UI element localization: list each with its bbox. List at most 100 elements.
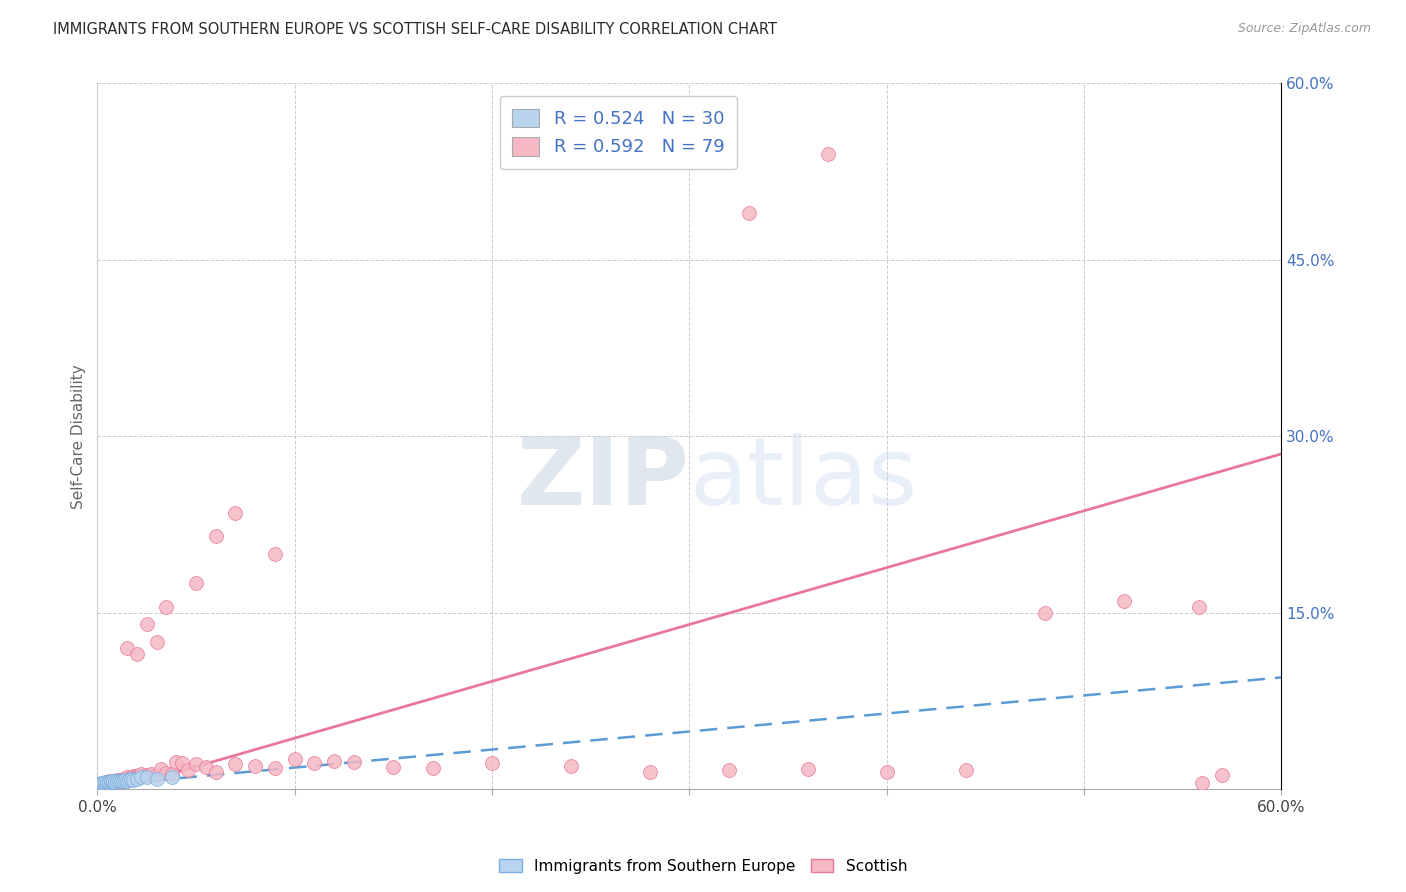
Point xyxy=(115,640,138,655)
Point xyxy=(204,529,226,543)
Point xyxy=(876,764,898,779)
Point xyxy=(101,773,124,788)
Point xyxy=(101,775,124,789)
Text: Source: ZipAtlas.com: Source: ZipAtlas.com xyxy=(1237,22,1371,36)
Point xyxy=(111,772,134,786)
Point xyxy=(194,760,217,774)
Point xyxy=(155,765,177,780)
Point xyxy=(129,771,152,785)
Point xyxy=(184,757,207,772)
Point xyxy=(323,754,346,768)
Point xyxy=(125,772,148,786)
Text: IMMIGRANTS FROM SOUTHERN EUROPE VS SCOTTISH SELF-CARE DISABILITY CORRELATION CHA: IMMIGRANTS FROM SOUTHERN EUROPE VS SCOTT… xyxy=(53,22,778,37)
Point xyxy=(91,776,114,790)
Point xyxy=(122,769,145,783)
Point xyxy=(105,775,128,789)
Point xyxy=(481,756,503,771)
Point xyxy=(382,760,405,774)
Point xyxy=(955,764,977,778)
Point xyxy=(184,576,207,591)
Point xyxy=(204,764,226,779)
Point xyxy=(90,779,112,793)
Point xyxy=(96,775,118,789)
Point xyxy=(104,773,127,788)
Point xyxy=(96,777,118,791)
Point xyxy=(91,777,114,791)
Point xyxy=(94,775,117,789)
Point xyxy=(560,758,582,772)
Point xyxy=(89,779,111,793)
Point xyxy=(118,772,141,786)
Point xyxy=(304,756,326,771)
Point xyxy=(149,762,172,776)
Point xyxy=(100,775,122,789)
Point xyxy=(145,635,167,649)
Point xyxy=(104,775,127,789)
Point xyxy=(155,599,177,614)
Point xyxy=(114,772,136,787)
Point xyxy=(90,777,112,791)
Point xyxy=(172,756,194,771)
Point xyxy=(245,758,267,772)
Text: atlas: atlas xyxy=(689,433,918,524)
Point xyxy=(638,764,661,779)
Legend: Immigrants from Southern Europe, Scottish: Immigrants from Southern Europe, Scottis… xyxy=(492,853,914,880)
Point xyxy=(96,776,118,790)
Point xyxy=(135,768,157,782)
Point xyxy=(115,773,138,788)
Point xyxy=(100,775,122,789)
Point xyxy=(101,776,124,790)
Point xyxy=(90,776,112,790)
Point xyxy=(96,779,118,793)
Point xyxy=(98,773,121,788)
Point xyxy=(125,647,148,661)
Point xyxy=(94,777,117,791)
Point xyxy=(165,755,187,769)
Point xyxy=(108,773,131,788)
Point xyxy=(98,776,121,790)
Point xyxy=(343,755,366,769)
Point xyxy=(96,775,118,789)
Point xyxy=(110,773,132,788)
Text: ZIP: ZIP xyxy=(516,433,689,524)
Point xyxy=(284,751,307,765)
Point xyxy=(422,761,444,775)
Point xyxy=(100,773,122,788)
Point xyxy=(1112,594,1135,608)
Point xyxy=(91,777,114,791)
Point xyxy=(135,771,157,785)
Point xyxy=(129,767,152,781)
Point xyxy=(108,773,131,788)
Point xyxy=(139,767,162,781)
Point xyxy=(797,762,820,776)
Point xyxy=(114,772,136,787)
Point xyxy=(100,776,122,790)
Point xyxy=(264,547,287,561)
Point xyxy=(817,147,839,161)
Point xyxy=(120,771,142,785)
Point xyxy=(737,206,759,220)
Point xyxy=(89,777,111,791)
Point xyxy=(145,772,167,786)
Point xyxy=(98,775,121,789)
Point xyxy=(105,773,128,788)
Point xyxy=(111,773,134,788)
Point xyxy=(94,777,117,791)
Point xyxy=(177,764,200,778)
Point xyxy=(94,776,117,790)
Point xyxy=(1187,599,1209,614)
Point xyxy=(145,768,167,782)
Point xyxy=(115,771,138,785)
Point xyxy=(90,780,112,794)
Point xyxy=(1191,776,1213,790)
Point xyxy=(120,772,142,786)
Point xyxy=(717,764,740,778)
Point xyxy=(1211,768,1233,782)
Point xyxy=(98,776,121,790)
Point xyxy=(104,775,127,789)
Point xyxy=(94,779,117,793)
Point xyxy=(110,772,132,787)
Point xyxy=(98,777,121,791)
Point xyxy=(101,773,124,788)
Point xyxy=(91,780,114,794)
